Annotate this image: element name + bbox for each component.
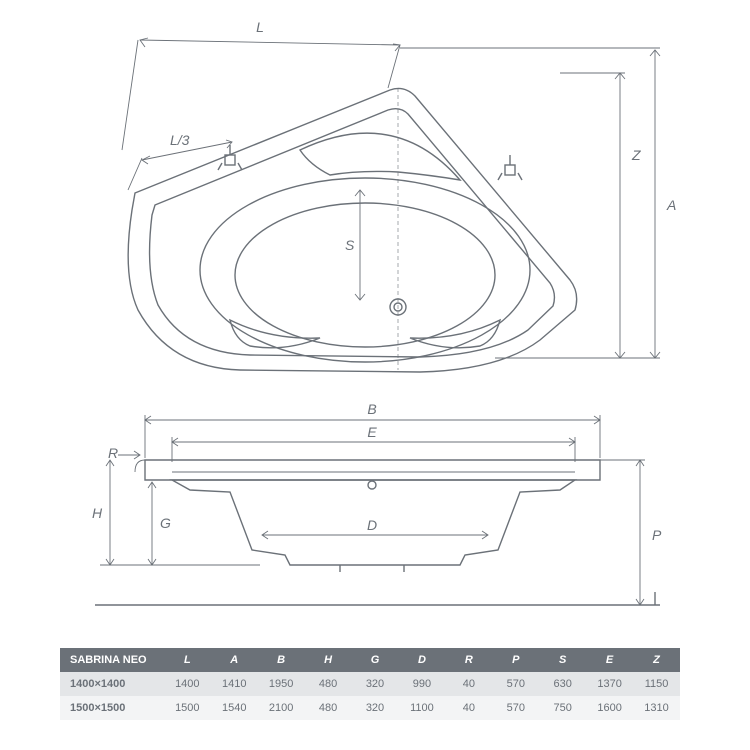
dim-label-Z: Z: [631, 147, 641, 163]
dim-label-A: A: [666, 197, 676, 213]
table-header-cell: B: [258, 648, 305, 672]
dim-label-S: S: [345, 237, 355, 253]
table-cell: 480: [305, 696, 352, 720]
dim-label-R: R: [108, 445, 118, 461]
table-cell: 320: [352, 672, 399, 696]
table-cell: 40: [445, 672, 492, 696]
row-name-cell: 1500×1500: [60, 696, 164, 720]
dim-label-P: P: [652, 527, 662, 543]
table-row: 1500×15001500154021004803201100405707501…: [60, 696, 680, 720]
table-cell: 1410: [211, 672, 258, 696]
table-title-cell: SABRINA NEO: [60, 648, 164, 672]
side-view-drawing: B E R D: [0, 400, 750, 630]
table-cell: 630: [539, 672, 586, 696]
table-cell: 1500: [164, 696, 211, 720]
table-header-cell: E: [586, 648, 633, 672]
table-header-cell: L: [164, 648, 211, 672]
table-cell: 990: [398, 672, 445, 696]
table-header-cell: H: [305, 648, 352, 672]
table-cell: 1310: [633, 696, 680, 720]
table-cell: 1370: [586, 672, 633, 696]
table-cell: 320: [352, 696, 399, 720]
table-cell: 1540: [211, 696, 258, 720]
table-cell: 1400: [164, 672, 211, 696]
dim-label-B: B: [367, 401, 376, 417]
dim-label-L3: L/3: [170, 132, 190, 148]
table-cell: 1100: [398, 696, 445, 720]
table-row: 1400×14001400141019504803209904057063013…: [60, 672, 680, 696]
table-cell: 1950: [258, 672, 305, 696]
table-header-cell: Z: [633, 648, 680, 672]
table-header-cell: G: [352, 648, 399, 672]
table-header-cell: A: [211, 648, 258, 672]
table-cell: 2100: [258, 696, 305, 720]
table-cell: 40: [445, 696, 492, 720]
row-name-cell: 1400×1400: [60, 672, 164, 696]
dimensions-table: SABRINA NEOLABHGDRPSEZ 1400×140014001410…: [60, 648, 680, 720]
dim-label-G: G: [160, 515, 171, 531]
table-cell: 570: [492, 696, 539, 720]
table-header-cell: P: [492, 648, 539, 672]
table-cell: 1600: [586, 696, 633, 720]
table-cell: 750: [539, 696, 586, 720]
table-cell: 480: [305, 672, 352, 696]
dim-label-D: D: [367, 517, 377, 533]
dim-label-H: H: [92, 505, 103, 521]
dim-label-L: L: [256, 19, 264, 35]
dim-label-E: E: [367, 424, 377, 440]
table-header-cell: D: [398, 648, 445, 672]
top-view-drawing: L L/3 A Z: [0, 10, 750, 400]
table-header-cell: R: [445, 648, 492, 672]
table-header-cell: S: [539, 648, 586, 672]
table-cell: 570: [492, 672, 539, 696]
table-cell: 1150: [633, 672, 680, 696]
